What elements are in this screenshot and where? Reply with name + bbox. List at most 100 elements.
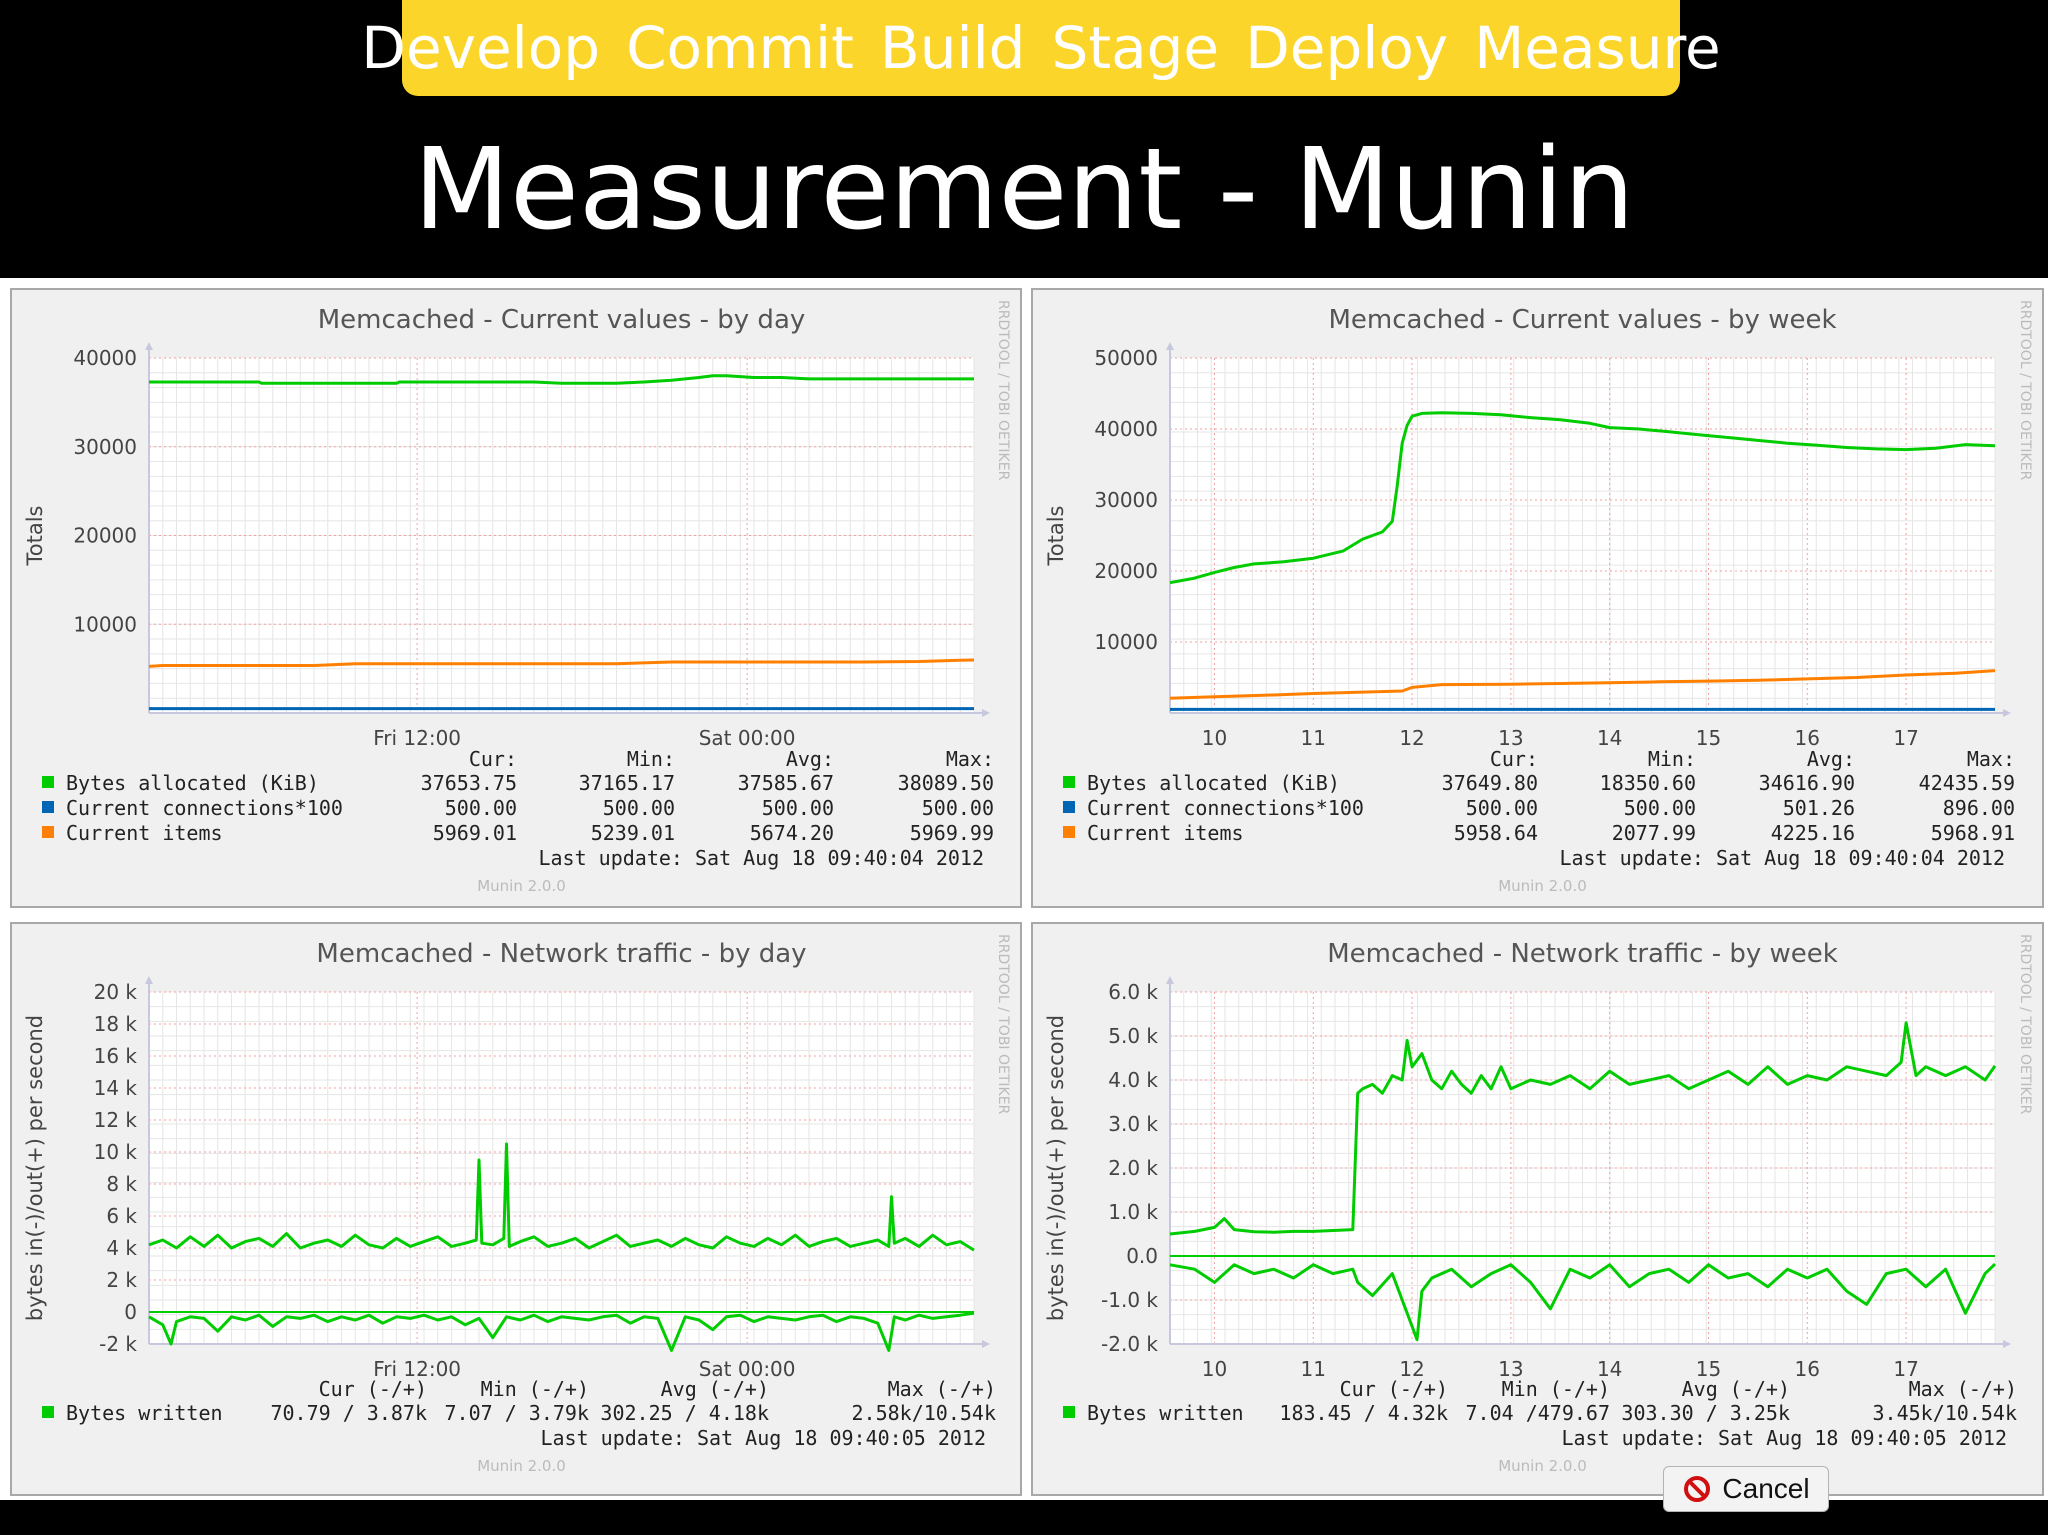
pipeline-step-stage: Stage (1051, 14, 1220, 82)
legend-value: 3.45k/10.54k (1873, 1401, 2018, 1425)
y-tick-label: 40000 (1094, 417, 1158, 441)
series-line (148, 1142, 975, 1252)
series-line (1169, 669, 1996, 700)
y-tick-label: 30000 (1094, 488, 1158, 512)
legend-header: Avg: (1807, 747, 1855, 771)
y-tick-label: 4 k (106, 1236, 137, 1260)
legend-value: 896.00 (1943, 796, 2015, 820)
slide-title: Measurement - Munin (413, 125, 1635, 255)
legend-value: 4225.16 (1771, 821, 1855, 845)
x-tick-label: 16 (1795, 1357, 1820, 1381)
chart-panel-network-traffic-week: -2.0 k -1.0 k 0.0 1.0 k 2.0 k 3.0 k 4.0 k 5.0 k… (1031, 922, 2044, 1496)
pipeline-banner: Develop Commit Build Stage Deploy Measur… (361, 0, 1721, 96)
y-tick-label: 50000 (1094, 346, 1158, 370)
legend-value: 18350.60 (1600, 771, 1696, 795)
y-axis-label: Totals (23, 506, 47, 567)
y-tick-label: 16 k (94, 1044, 138, 1068)
legend-header: Max: (946, 747, 994, 771)
legend-value: 5674.20 (750, 821, 834, 845)
y-axis-label: bytes in(-)/out(+) per second (1044, 1015, 1068, 1321)
x-tick-label: 16 (1795, 726, 1820, 750)
x-tick-label: 13 (1498, 1357, 1523, 1381)
chart-svg: -2.0 k -1.0 k 0.0 1.0 k 2.0 k 3.0 k 4.0 k 5.0 k… (1044, 934, 2033, 1475)
legend-value: 7.04 /479.67 (1466, 1401, 1611, 1425)
y-tick-label: 6 k (106, 1204, 137, 1228)
y-tick-label: 10000 (73, 612, 137, 636)
legend-header: Cur (-/+) (319, 1377, 427, 1401)
y-tick-label: 2 k (106, 1268, 137, 1292)
legend-value: 5969.01 (433, 821, 517, 845)
pipeline-step-measure: Measure (1474, 14, 1721, 82)
last-update: Last update: Sat Aug 18 09:40:04 2012 (538, 846, 984, 870)
y-axis-arrow (145, 342, 153, 350)
legend-value: 500.00 (603, 796, 675, 820)
x-tick-label: 12 (1399, 726, 1424, 750)
pipeline-step-deploy: Deploy (1245, 14, 1449, 82)
y-axis-arrow (145, 976, 153, 984)
y-axis-arrow (1166, 342, 1174, 350)
chart-panel-current-values-week: 10000 20000 30000 40000 50000 10 11 12 13 14 15 16 1… (1031, 288, 2044, 908)
legend-value: 42435.59 (1919, 771, 2015, 795)
legend-swatch (1063, 1406, 1075, 1418)
chart-panel-network-traffic-day: -2 k 0 2 k 4 k 6 k 8 k 10 k 12 k 14 k 16 k 18 k 20 … (10, 922, 1022, 1496)
series-line (1169, 1263, 1997, 1342)
x-tick-label: Sat 00:00 (699, 726, 796, 750)
y-tick-label: 12 k (94, 1108, 138, 1132)
x-axis-arrow (982, 709, 990, 717)
last-update: Last update: Sat Aug 18 09:40:05 2012 (540, 1426, 986, 1450)
legend-value: 37165.17 (579, 771, 675, 795)
last-update: Last update: Sat Aug 18 09:40:05 2012 (1561, 1426, 2007, 1450)
cancel-button[interactable]: Cancel (1663, 1466, 1829, 1512)
legend-swatch (42, 826, 54, 838)
legend-header: Cur: (469, 747, 517, 771)
y-axis-arrow (1166, 976, 1174, 984)
legend-value: 5958.64 (1454, 821, 1538, 845)
y-tick-label: 2.0 k (1108, 1156, 1158, 1180)
y-tick-label: 5.0 k (1108, 1024, 1158, 1048)
chart-title: Memcached - Network traffic - by week (1327, 939, 1838, 969)
legend-value: 2.58k/10.54k (852, 1401, 997, 1425)
y-tick-label: 20000 (1094, 559, 1158, 583)
legend-label: Current connections*100 (66, 796, 343, 820)
watermark: RRDTOOL / TOBI OETIKER (2017, 934, 2033, 1115)
x-axis-arrow (2003, 1340, 2011, 1348)
y-axis-label: bytes in(-)/out(+) per second (23, 1015, 47, 1321)
x-tick-label: 17 (1893, 726, 1918, 750)
y-tick-label: 8 k (106, 1172, 137, 1196)
legend-header: Cur (-/+) (1340, 1377, 1448, 1401)
pipeline-step-develop: Develop (361, 14, 601, 82)
legend-value: 5968.91 (1931, 821, 2015, 845)
x-tick-label: 15 (1696, 1357, 1721, 1381)
munin-version: Munin 2.0.0 (477, 877, 566, 895)
pipeline-step-commit: Commit (626, 14, 854, 82)
cancel-label: Cancel (1722, 1473, 1810, 1504)
y-tick-label: 3.0 k (1108, 1112, 1158, 1136)
y-tick-label: 1.0 k (1108, 1200, 1158, 1224)
legend-value: 5969.99 (910, 821, 994, 845)
y-tick-label: -2 k (99, 1332, 137, 1356)
y-tick-label: 30000 (73, 435, 137, 459)
y-tick-label: 40000 (73, 346, 137, 370)
legend-value: 7.07 / 3.79k (445, 1401, 590, 1425)
x-tick-label: 14 (1597, 726, 1622, 750)
last-update: Last update: Sat Aug 18 09:40:04 2012 (1559, 846, 2005, 870)
munin-version: Munin 2.0.0 (477, 1457, 566, 1475)
legend-swatch (1063, 826, 1075, 838)
pipeline-step-build: Build (879, 14, 1026, 82)
legend-value: 2077.99 (1612, 821, 1696, 845)
legend-header: Max (-/+) (888, 1377, 996, 1401)
legend-value: 37585.67 (738, 771, 834, 795)
y-tick-label: 10 k (94, 1140, 138, 1164)
y-tick-label: 0 (124, 1300, 137, 1324)
legend-header: Min: (1648, 747, 1696, 771)
watermark: RRDTOOL / TOBI OETIKER (2017, 300, 2033, 481)
legend-value: 183.45 / 4.32k (1279, 1401, 1448, 1425)
x-tick-label: Sat 00:00 (699, 1357, 796, 1381)
legend-value: 500.00 (445, 796, 517, 820)
chart-panel-current-values-day: 10000 20000 30000 40000 Fri 12:00 Sat 00:00 Me… (10, 288, 1022, 908)
series-line (1169, 411, 1996, 585)
legend-header: Max: (1967, 747, 2015, 771)
x-tick-label: 13 (1498, 726, 1523, 750)
legend-header: Avg (-/+) (1682, 1377, 1790, 1401)
y-tick-label: 20 k (94, 980, 138, 1004)
